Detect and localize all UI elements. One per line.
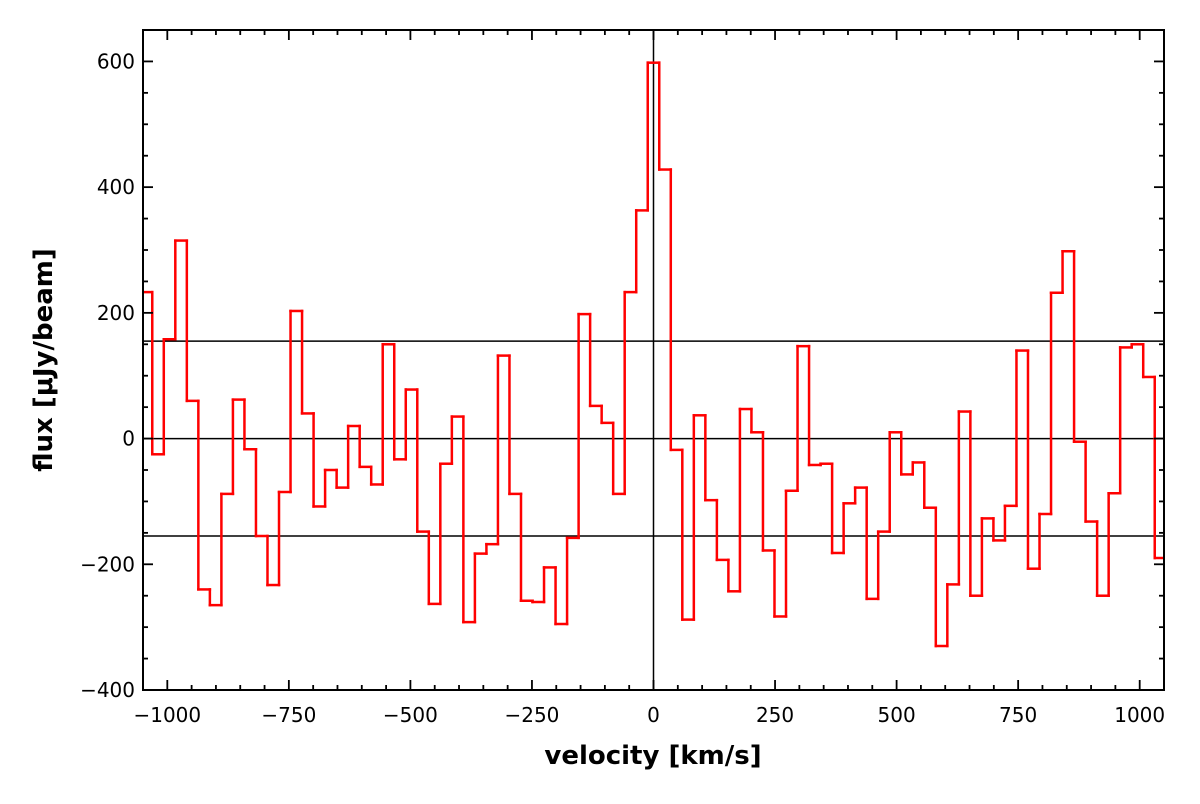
x-tick-label: −1000 bbox=[133, 703, 201, 727]
x-tick-label: 1000 bbox=[1114, 703, 1165, 727]
y-tick-label: 200 bbox=[97, 301, 135, 325]
x-tick-label: −750 bbox=[261, 703, 316, 727]
y-tick-label: −200 bbox=[80, 552, 135, 576]
x-tick-label: 250 bbox=[756, 703, 794, 727]
y-tick-label: 400 bbox=[97, 175, 135, 199]
x-tick-label: −250 bbox=[504, 703, 559, 727]
y-tick-label: 0 bbox=[122, 427, 135, 451]
x-axis-label: velocity [km/s] bbox=[544, 741, 761, 771]
x-tick-label: 500 bbox=[878, 703, 916, 727]
plot-area bbox=[143, 30, 1164, 690]
x-tick-label: 750 bbox=[999, 703, 1037, 727]
y-axis-label: flux [μJy/beam] bbox=[29, 248, 59, 472]
y-tick-label: 600 bbox=[97, 49, 135, 73]
y-tick-label: −400 bbox=[80, 678, 135, 702]
x-tick-label: 0 bbox=[647, 703, 660, 727]
x-tick-label: −500 bbox=[383, 703, 438, 727]
